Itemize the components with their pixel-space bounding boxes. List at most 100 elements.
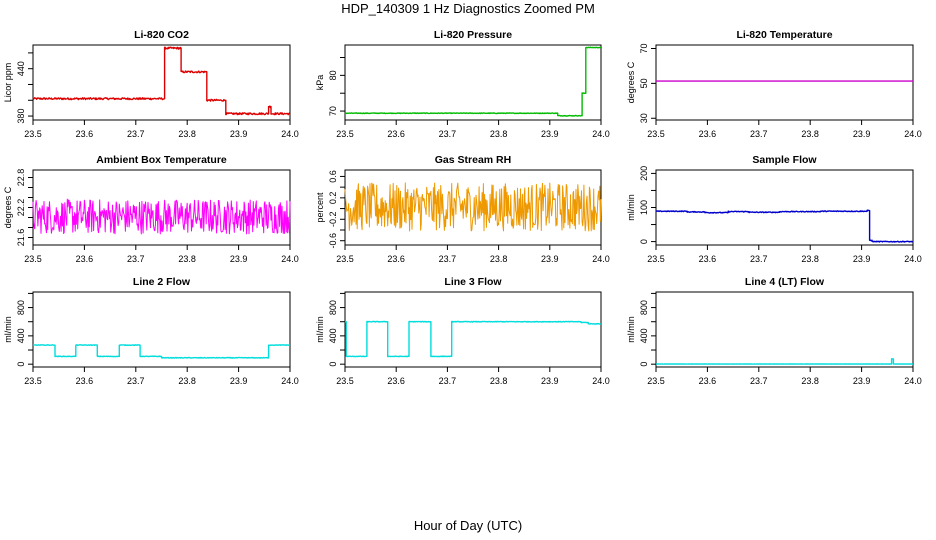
y-tick-label: 0.2 <box>328 192 338 205</box>
plot-frame <box>344 291 602 368</box>
y-tick-label: -0.2 <box>328 212 338 228</box>
x-tick-label: 23.9 <box>853 376 871 386</box>
y-tick-label: 21.6 <box>16 229 26 247</box>
panel-2: Li-820 Temperature 23.5 23.6 23.7 23.8 23.9 24… <box>626 29 922 139</box>
y-axis-label: degrees C <box>626 61 636 103</box>
x-tick-label: 23.5 <box>24 376 42 386</box>
x-tick-label: 23.5 <box>647 129 665 139</box>
x-tick-label: 23.6 <box>387 254 405 264</box>
x-tick-label: 24.0 <box>904 376 922 386</box>
x-tick-label: 23.7 <box>127 376 145 386</box>
series-line <box>344 320 602 358</box>
x-tick-label: 23.5 <box>336 376 354 386</box>
y-tick-label: 440 <box>16 61 26 76</box>
y-tick-label: 0 <box>639 239 649 244</box>
x-tick-label: 23.6 <box>76 254 94 264</box>
y-axis-label: ml/min <box>626 194 636 221</box>
y-tick-label: 80 <box>328 70 338 80</box>
panel-title: Gas Stream RH <box>435 154 511 166</box>
panel-8: Line 4 (LT) Flow 23.5 23.6 23.7 23.8 23.9 24.0… <box>626 276 922 386</box>
y-tick-label: 400 <box>328 328 338 343</box>
series-line <box>32 344 291 359</box>
y-tick-label: 50 <box>639 78 649 88</box>
series-line <box>655 209 914 243</box>
y-tick-label: 800 <box>328 300 338 315</box>
plot-frame <box>655 169 914 246</box>
y-axis-label: ml/min <box>3 316 13 343</box>
panel-title: Li-820 CO2 <box>134 29 189 41</box>
series-line <box>32 198 291 235</box>
x-tick-label: 23.7 <box>750 129 768 139</box>
x-tick-label: 23.8 <box>490 376 508 386</box>
figure-title: HDP_140309 1 Hz Diagnostics Zoomed PM <box>341 1 595 16</box>
y-tick-label: 0 <box>16 362 26 367</box>
x-tick-label: 23.6 <box>699 376 717 386</box>
series-line <box>344 182 602 232</box>
x-tick-label: 23.5 <box>336 129 354 139</box>
x-tick-label: 23.8 <box>801 129 819 139</box>
x-tick-label: 23.5 <box>647 254 665 264</box>
x-tick-label: 23.6 <box>76 376 94 386</box>
x-tick-label: 23.7 <box>127 129 145 139</box>
x-tick-label: 23.8 <box>178 254 196 264</box>
plot-frame <box>32 291 291 368</box>
panel-4: Gas Stream RH 23.5 23.6 23.7 23.8 23.9 24.0 -0.… <box>315 154 610 264</box>
x-tick-label: 24.0 <box>904 254 922 264</box>
y-tick-label: 22.2 <box>16 199 26 217</box>
x-tick-label: 23.8 <box>178 129 196 139</box>
x-tick-label: 23.9 <box>541 376 559 386</box>
plot-frame <box>32 44 291 121</box>
y-tick-label: 800 <box>639 300 649 315</box>
panel-title: Sample Flow <box>752 154 817 166</box>
panel-title: Li-820 Temperature <box>736 29 832 41</box>
y-axis-label: ml/min <box>315 316 325 343</box>
y-tick-label: 22.8 <box>16 169 26 187</box>
x-tick-label: 23.9 <box>853 254 871 264</box>
x-tick-label: 24.0 <box>281 376 299 386</box>
y-axis-label: percent <box>315 192 325 223</box>
x-tick-label: 23.7 <box>439 254 457 264</box>
x-tick-label: 24.0 <box>281 129 299 139</box>
plot-frame <box>655 44 914 121</box>
y-tick-label: 0 <box>328 362 338 367</box>
x-tick-label: 23.7 <box>750 254 768 264</box>
y-tick-label: 70 <box>328 106 338 116</box>
x-tick-label: 23.7 <box>439 129 457 139</box>
x-tick-label: 23.7 <box>750 376 768 386</box>
x-tick-label: 23.9 <box>541 129 559 139</box>
x-tick-label: 23.8 <box>178 376 196 386</box>
y-tick-label: -0.6 <box>328 233 338 249</box>
plot-frame <box>655 291 914 368</box>
x-tick-label: 23.5 <box>24 129 42 139</box>
x-tick-label: 23.9 <box>230 254 248 264</box>
panel-title: Line 4 (LT) Flow <box>745 276 825 288</box>
panel-5: Sample Flow 23.5 23.6 23.7 23.8 23.9 24.0 0 100 2… <box>626 154 922 264</box>
y-tick-label: 200 <box>639 166 649 181</box>
plot-frame <box>344 44 602 121</box>
y-tick-label: 400 <box>639 328 649 343</box>
panel-title: Li-820 Pressure <box>434 29 512 41</box>
x-tick-label: 23.6 <box>76 129 94 139</box>
panel-title: Ambient Box Temperature <box>96 154 227 166</box>
x-tick-label: 23.5 <box>336 254 354 264</box>
x-tick-label: 23.7 <box>127 254 145 264</box>
panel-6: Line 2 Flow 23.5 23.6 23.7 23.8 23.9 24.0 0 400 8… <box>3 276 299 386</box>
x-tick-label: 23.6 <box>387 129 405 139</box>
x-tick-label: 23.6 <box>699 129 717 139</box>
y-tick-label: 70 <box>639 43 649 53</box>
y-tick-label: 380 <box>16 109 26 124</box>
x-tick-label: 23.9 <box>230 129 248 139</box>
y-tick-label: 100 <box>639 200 649 215</box>
y-tick-label: 800 <box>16 300 26 315</box>
panel-7: Line 3 Flow 23.5 23.6 23.7 23.8 23.9 24.0 0 400 8… <box>315 276 610 386</box>
x-tick-label: 23.9 <box>853 129 871 139</box>
panel-3: Ambient Box Temperature 23.5 23.6 23.7 23.8 2… <box>3 154 299 264</box>
x-tick-label: 23.9 <box>541 254 559 264</box>
series-line <box>344 46 602 117</box>
x-tick-label: 23.8 <box>490 254 508 264</box>
x-tick-label: 23.5 <box>24 254 42 264</box>
x-tick-label: 23.6 <box>699 254 717 264</box>
x-tick-label: 23.8 <box>801 254 819 264</box>
x-tick-label: 24.0 <box>281 254 299 264</box>
